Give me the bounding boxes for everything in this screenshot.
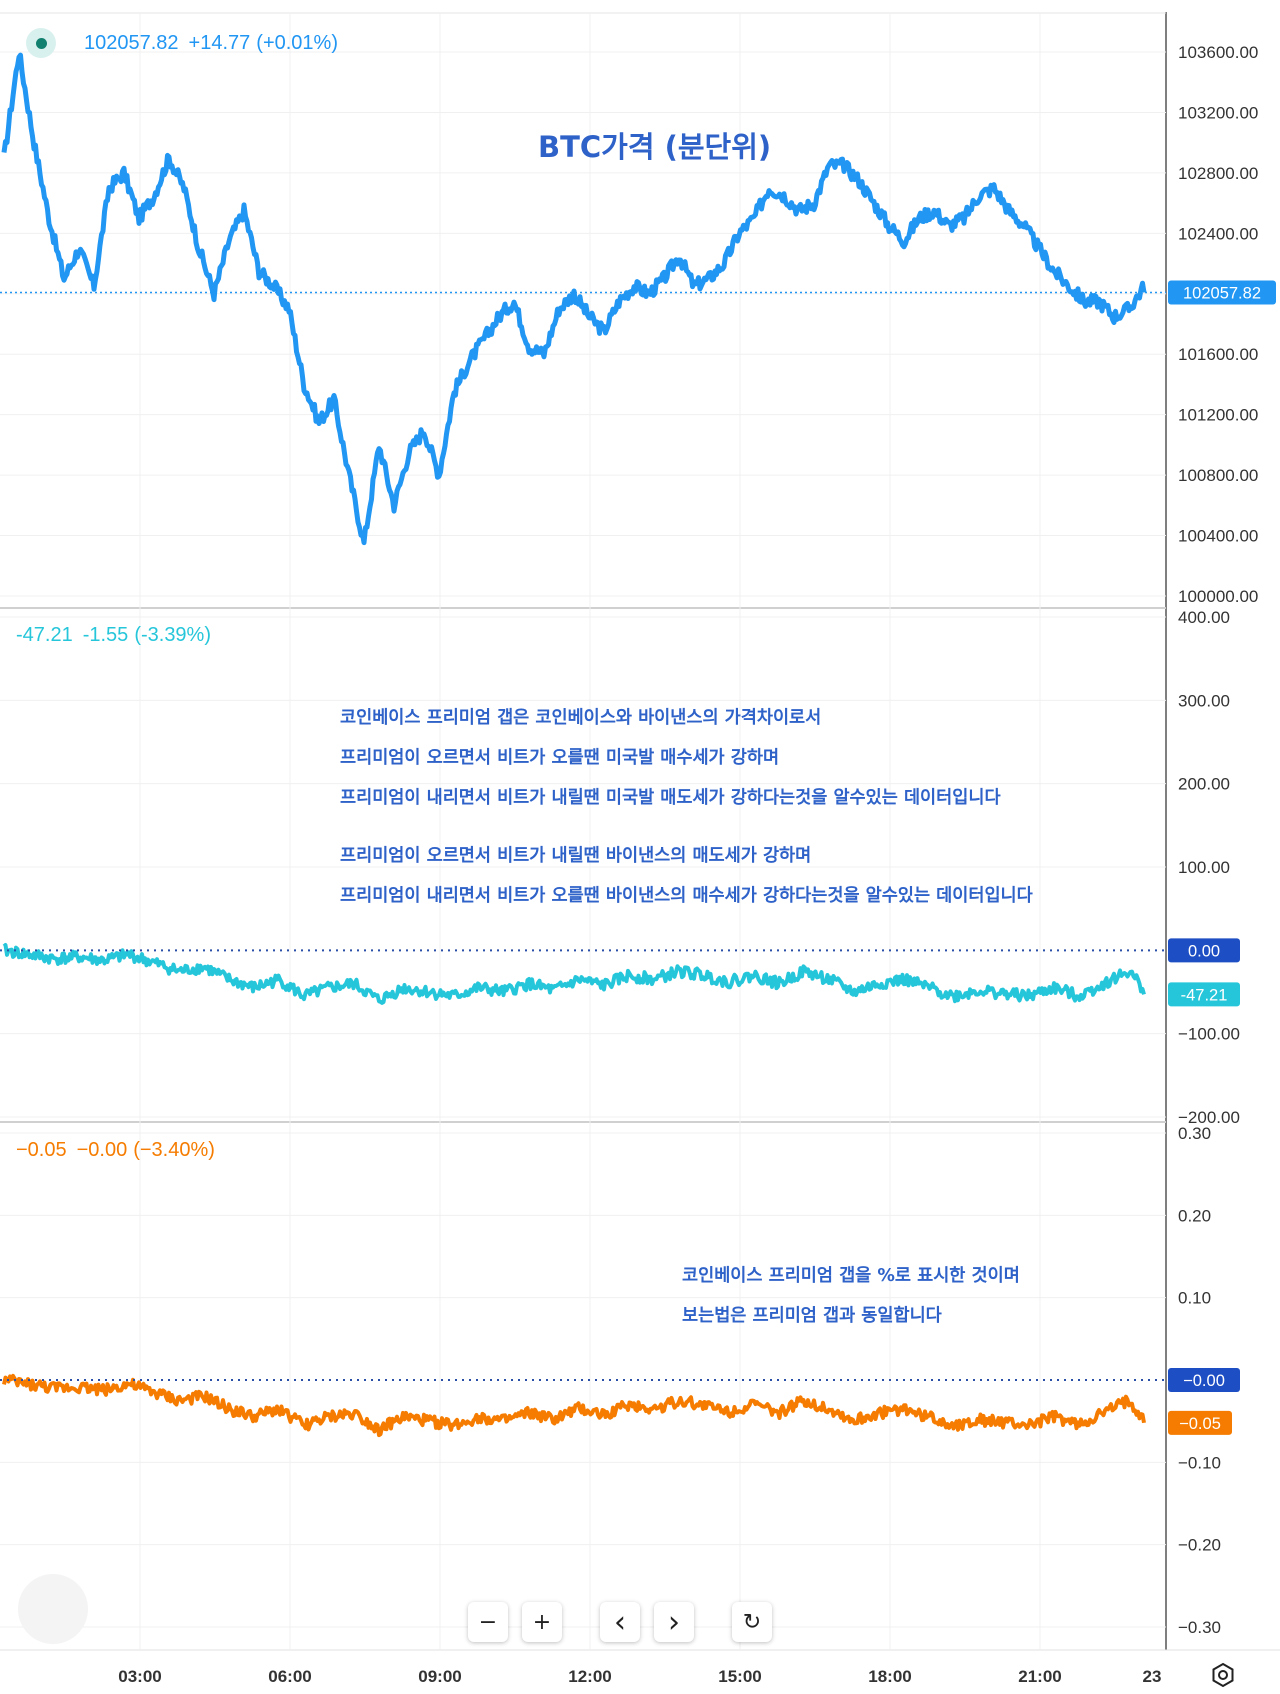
current-value-label: -47.21 (1181, 986, 1228, 1004)
zero-value-label: −0.00 (1183, 1372, 1225, 1390)
time-tick-label: 12:00 (568, 1667, 611, 1686)
current-value-label: 102057.82 (1183, 284, 1261, 302)
price-tick-label: 102800.00 (1178, 164, 1258, 183)
price-tick-label: 103600.00 (1178, 43, 1258, 62)
btc-legend-change-pct: (+0.01%) (256, 31, 338, 54)
price-tick-label: 0.30 (1178, 1124, 1211, 1143)
watermark-logo (18, 1574, 88, 1644)
current-value-label: −0.05 (1179, 1415, 1221, 1433)
premium-legend: -47.21 -1.55 (-3.39%) (16, 624, 211, 647)
price-axis[interactable]: 103600.00 103200.00 102800.00 102400.00 1020… (1168, 43, 1276, 1637)
zero-value-badge (1168, 938, 1240, 963)
premium-notes: 코인베이스 프리미엄 갭은 코인베이스와 바이낸스의 가격차이로서 프리미엄이 … (340, 704, 1033, 922)
btc-legend-change: +14.77 (188, 31, 251, 54)
settings-gear-icon[interactable] (1208, 1660, 1238, 1690)
zero-value-badge (1168, 1368, 1240, 1392)
zoom-in-button[interactable]: + (522, 1602, 562, 1642)
time-tick-label: 23 (1143, 1667, 1162, 1686)
premium-legend-change: -1.55 (82, 624, 129, 646)
price-tick-label: 0.20 (1178, 1206, 1211, 1225)
premium-note-line: 코인베이스 프리미엄 갭은 코인베이스와 바이낸스의 가격차이로서 (340, 708, 822, 728)
premium-pct-legend-change-pct: (−3.40%) (133, 1139, 215, 1161)
premium-pct-note-line: 코인베이스 프리미엄 갭을 %로 표시한 것이며 (682, 1266, 1020, 1286)
price-tick-label: 100400.00 (1178, 527, 1258, 546)
premium-gap-line (2, 943, 1146, 1005)
time-axis[interactable]: 03:00 06:00 09:00 12:00 15:00 18:00 21:00 23 (118, 1667, 1161, 1686)
price-tick-label: 100.00 (1178, 858, 1230, 877)
reset-button[interactable]: ↻ (732, 1602, 772, 1642)
time-tick-label: 06:00 (268, 1667, 311, 1686)
price-tick-label: 300.00 (1178, 691, 1230, 710)
price-tick-label: −0.10 (1178, 1453, 1221, 1472)
grid-lines (0, 12, 1280, 1651)
price-tick-label: 103200.00 (1178, 103, 1258, 122)
chart-title: BTC가격 (분단위) (538, 130, 772, 164)
time-tick-label: 21:00 (1018, 1667, 1061, 1686)
scroll-left-button[interactable]: ‹ (600, 1602, 640, 1642)
zoom-out-button[interactable]: − (468, 1602, 508, 1642)
premium-note-line: 프리미엄이 오르면서 비트가 내릴땐 바이낸스의 매도세가 강하며 (340, 846, 812, 866)
price-tick-label: 400.00 (1178, 608, 1230, 627)
time-tick-label: 18:00 (868, 1667, 911, 1686)
premium-pct-legend-value: −0.05 (16, 1139, 67, 1161)
current-value-badge (1168, 280, 1276, 305)
premium-note-line: 프리미엄이 오르면서 비트가 오를땐 미국발 매수세가 강하며 (340, 748, 780, 768)
premium-note-line: 프리미엄이 내리면서 비트가 오를땐 바이낸스의 매수세가 강하다는것을 알수있… (340, 886, 1033, 906)
premium-pct-legend-change: −0.00 (76, 1139, 128, 1161)
zero-value-label: 0.00 (1188, 942, 1220, 960)
btc-price-line (1, 52, 1147, 546)
price-tick-label: 100000.00 (1178, 587, 1258, 606)
premium-pct-legend: −0.05 −0.00 (−3.40%) (16, 1139, 215, 1162)
price-tick-label: −0.20 (1178, 1536, 1221, 1555)
btc-legend: 102057.82 +14.77 (+0.01%) (26, 28, 338, 58)
current-value-badge (1168, 982, 1240, 1007)
price-tick-label: 200.00 (1178, 775, 1230, 794)
time-tick-label: 03:00 (118, 1667, 161, 1686)
price-tick-label: 0.10 (1178, 1289, 1211, 1308)
premium-legend-change-pct: (-3.39%) (134, 624, 212, 646)
premium-pct-line (2, 1373, 1146, 1438)
chart-toolbar: − + ‹ › ↻ (468, 1602, 772, 1646)
premium-legend-value: -47.21 (16, 624, 73, 646)
price-tick-label: 100800.00 (1178, 466, 1258, 485)
scroll-right-button[interactable]: › (654, 1602, 694, 1642)
time-tick-label: 15:00 (718, 1667, 761, 1686)
premium-note-line: 프리미엄이 내리면서 비트가 내릴땐 미국발 매도세가 강하다는것을 알수있는 … (340, 788, 1001, 808)
premium-pct-note-line: 보는법은 프리미엄 갭과 동일합니다 (682, 1306, 942, 1326)
time-tick-label: 09:00 (418, 1667, 461, 1686)
price-tick-label: −200.00 (1178, 1108, 1240, 1127)
price-tick-label: −100.00 (1178, 1025, 1240, 1044)
price-tick-label: 101600.00 (1178, 345, 1258, 364)
btc-legend-value: 102057.82 (84, 31, 179, 54)
status-dot-icon (26, 28, 56, 58)
price-tick-label: −0.30 (1178, 1618, 1221, 1637)
price-tick-label: 101200.00 (1178, 406, 1258, 425)
price-tick-label: 102400.00 (1178, 224, 1258, 243)
current-value-badge (1168, 1410, 1232, 1435)
chart-panes (0, 52, 1166, 1438)
premium-pct-notes: 코인베이스 프리미엄 갭을 %로 표시한 것이며 보는법은 프리미엄 갭과 동일… (682, 1262, 1020, 1342)
